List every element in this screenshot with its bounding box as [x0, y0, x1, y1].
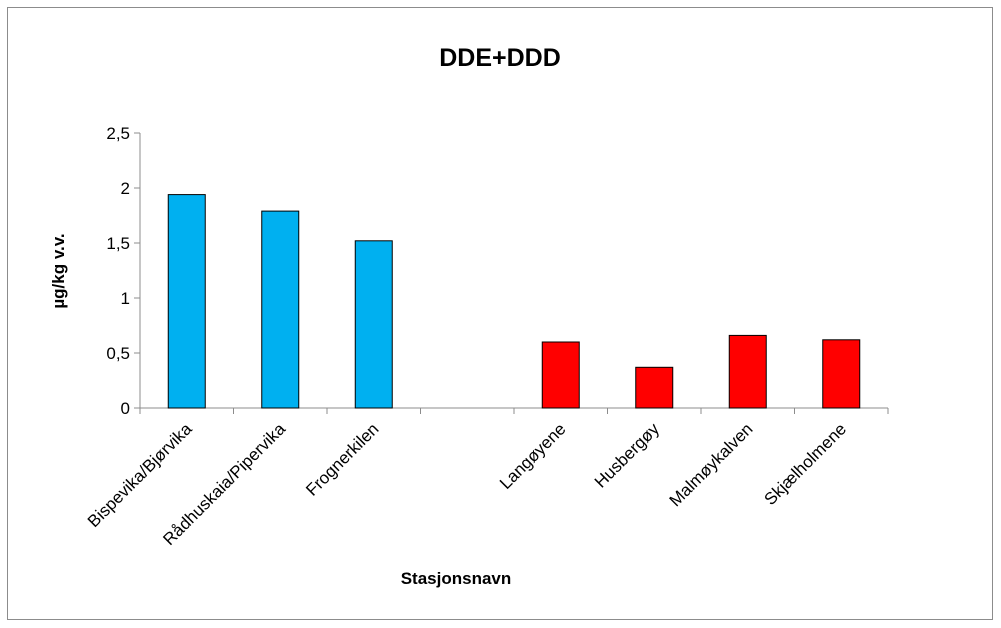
x-tick-label: Frognerkilen — [302, 419, 382, 499]
bar — [822, 339, 861, 409]
y-tick-label: 1 — [121, 289, 130, 308]
x-axis-title: Stasjonsnavn — [401, 569, 512, 588]
y-tick-label: 0,5 — [106, 344, 130, 363]
y-axis-title: µg/kg v.v. — [49, 233, 68, 308]
bar — [541, 341, 580, 409]
chart-title: DDE+DDD — [439, 44, 561, 72]
x-tick-label: Skjælholmene — [760, 419, 850, 509]
y-axis-ticks: 0 0,5 1 1,5 2 2,5 — [106, 124, 140, 418]
x-tick-label: Langøyene — [496, 419, 570, 493]
x-tick-label: Bispevika/Bjørvika — [84, 419, 196, 531]
bar — [167, 194, 206, 409]
y-tick-label: 2 — [121, 179, 130, 198]
y-tick-label: 1,5 — [106, 234, 130, 253]
bars — [167, 194, 861, 409]
bar — [728, 334, 767, 409]
x-tick-label: Malmøykalven — [666, 419, 757, 510]
bar — [354, 240, 393, 409]
bar — [261, 210, 300, 409]
y-tick-label: 2,5 — [106, 124, 130, 143]
x-axis-ticks — [139, 408, 889, 414]
x-tick-label: Husbergøy — [591, 419, 664, 492]
y-tick-label: 0 — [121, 399, 130, 418]
bar — [635, 366, 674, 409]
